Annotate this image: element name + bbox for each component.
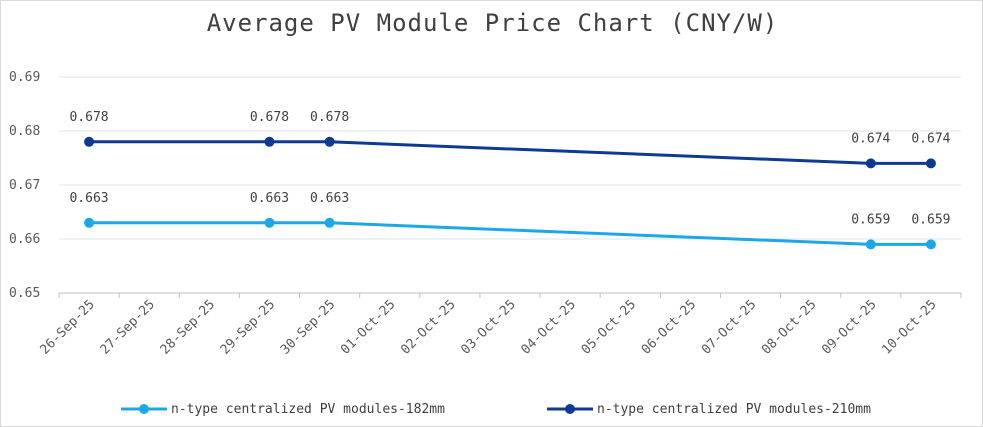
x-tick-label: 10-Oct-25: [879, 297, 939, 357]
y-tick-label: 0.68: [9, 124, 40, 139]
data-point: [865, 158, 876, 169]
data-label: 0.659: [851, 212, 890, 227]
x-tick-label: 27-Sep-25: [98, 297, 158, 357]
x-tick-label: 03-Oct-25: [458, 297, 518, 357]
legend-label: n-type centralized PV modules-182mm: [171, 402, 445, 417]
data-label: 0.678: [250, 110, 289, 125]
data-label: 0.663: [310, 191, 349, 206]
legend: n-type centralized PV modules-182mm n-typ…: [121, 402, 871, 417]
x-tick-label: 28-Sep-25: [158, 297, 218, 357]
x-tick-label: 07-Oct-25: [699, 297, 759, 357]
data-label: 0.659: [911, 212, 950, 227]
x-tick-label: 05-Oct-25: [579, 297, 639, 357]
series-line: [89, 221, 931, 246]
data-point: [264, 217, 275, 228]
data-point: [925, 158, 936, 169]
data-label: 0.674: [911, 131, 950, 146]
series-lines: [84, 136, 936, 250]
data-label: 0.678: [310, 110, 349, 125]
y-tick-label: 0.66: [9, 232, 40, 247]
x-tick-label: 01-Oct-25: [338, 297, 398, 357]
data-point: [925, 239, 936, 250]
x-tick-label: 26-Sep-25: [37, 297, 97, 357]
data-point: [324, 217, 335, 228]
data-point: [324, 136, 335, 147]
legend-swatch-marker: [565, 404, 575, 414]
legend-label: n-type centralized PV modules-210mm: [597, 402, 871, 417]
gridlines: [59, 76, 961, 294]
y-tick-label: 0.67: [9, 178, 40, 193]
x-tick-label: 29-Sep-25: [218, 297, 278, 357]
x-tick-label: 02-Oct-25: [398, 297, 458, 357]
data-label: 0.678: [69, 110, 108, 125]
x-tick-label: 09-Oct-25: [819, 297, 879, 357]
data-point: [84, 217, 95, 228]
x-tick-label: 30-Sep-25: [278, 297, 338, 357]
data-label: 0.663: [69, 191, 108, 206]
data-point: [865, 239, 876, 250]
data-label: 0.663: [250, 191, 289, 206]
y-tick-label: 0.65: [9, 286, 40, 301]
x-tick-label: 06-Oct-25: [639, 297, 699, 357]
x-tick-label: 08-Oct-25: [759, 297, 819, 357]
y-tick-label: 0.69: [9, 70, 40, 85]
y-axis-ticks: 0.65 0.66 0.67 0.68 0.69: [9, 70, 40, 301]
x-axis-ticks: 26-Sep-25 27-Sep-25 28-Sep-25 29-Sep-25 30-S…: [37, 293, 962, 358]
data-point: [264, 136, 275, 147]
data-point: [84, 136, 95, 147]
series-line: [89, 140, 931, 165]
x-tick-label: 04-Oct-25: [519, 297, 579, 357]
chart-title: Average PV Module Price Chart (CNY/W): [206, 9, 779, 37]
data-label: 0.674: [851, 131, 890, 146]
data-labels: 0.663 0.663 0.663 0.659 0.659 0.678 0.678 0.678…: [69, 110, 950, 228]
legend-swatch-marker: [139, 404, 149, 414]
